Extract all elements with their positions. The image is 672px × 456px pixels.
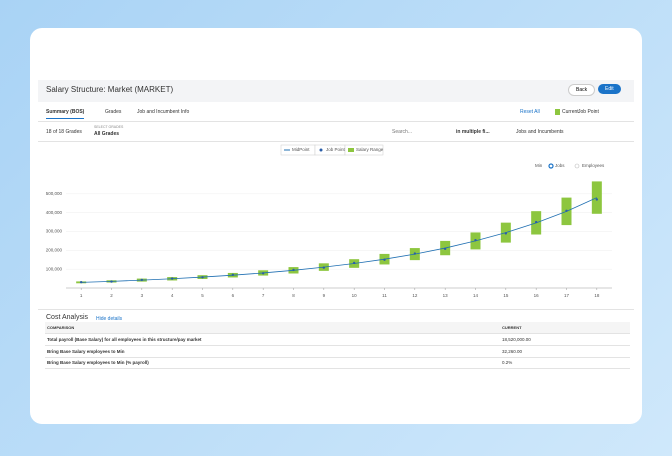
x-tick-label: 13 [443, 293, 449, 298]
cost-title: Cost Analysis [46, 314, 89, 321]
tab[interactable]: Job and Incumbent Info [137, 109, 190, 115]
legend-label: MidPoint [292, 147, 310, 152]
x-tick-label: 15 [503, 293, 509, 298]
toggle-label: Jobs [555, 163, 565, 168]
job-point [322, 266, 326, 269]
tab[interactable]: Grades [105, 109, 122, 115]
table-row: Total payroll (Base Salary) for all empl… [45, 334, 630, 346]
column-header: CURRENT [502, 325, 522, 330]
tab[interactable]: Summary (BOS) [46, 109, 85, 119]
grade-select[interactable]: All Grades [94, 131, 120, 137]
toggle-label: Min [535, 163, 543, 168]
job-point [140, 278, 144, 282]
x-tick-label: 11 [382, 293, 387, 298]
legend-swatch [348, 148, 354, 152]
toggle-radio [574, 163, 580, 169]
legend-label: Salary Range [356, 147, 384, 152]
x-tick-label: 8 [292, 293, 295, 298]
y-tick-label: 300,000 [46, 229, 63, 234]
column-header: COMPARISON [47, 325, 75, 330]
x-tick-label: 18 [594, 293, 600, 298]
x-tick-label: 7 [262, 293, 265, 298]
table-cell: Total payroll (Base Salary) for all empl… [47, 337, 202, 342]
y-tick-label: 200,000 [46, 248, 63, 253]
search-scope[interactable]: in multiple fi... [456, 129, 490, 135]
job-point [443, 247, 447, 251]
toggle-radio [548, 163, 554, 169]
job-point [595, 198, 599, 201]
table-row: Bring Base Salary employees to Min 32,260… [45, 346, 630, 358]
hide-details[interactable]: Hide details [96, 316, 123, 322]
job-point [231, 273, 235, 277]
table-cell: 0.2% [502, 360, 513, 365]
page-title: Salary Structure: Market (MARKET) [46, 85, 174, 94]
x-tick-label: 17 [564, 293, 570, 298]
job-point [565, 209, 568, 212]
table-cell: 32,260.00 [502, 348, 523, 354]
job-point [201, 276, 204, 279]
divider [38, 309, 634, 310]
x-tick-label: 9 [323, 293, 326, 298]
edit-button[interactable]: Edit [598, 84, 621, 94]
job-point [292, 268, 295, 272]
job-point [413, 252, 417, 255]
divider [38, 141, 634, 142]
table-cell: 18,520,000.00 [502, 337, 531, 342]
x-tick-label: 6 [232, 293, 235, 298]
table-cell: Bring Base Salary employees to Min (% pa… [47, 360, 149, 365]
legend-label: Job Point [326, 147, 346, 152]
job-point [474, 238, 477, 242]
x-tick-label: 16 [534, 293, 540, 298]
x-tick-label: 4 [171, 293, 174, 298]
job-point [352, 261, 356, 265]
y-tick-label: 100,000 [46, 266, 63, 271]
legend-job-point: Job Point [578, 109, 599, 115]
table-cell: Bring Base Salary employees to Min [47, 348, 125, 354]
x-tick-label: 10 [352, 293, 358, 298]
x-tick-label: 3 [141, 293, 144, 298]
toggle-label: Employees [582, 163, 605, 168]
midpoint-line [81, 197, 597, 283]
x-tick-label: 12 [412, 293, 418, 298]
table-row: Bring Base Salary employees to Min (% pa… [45, 357, 630, 369]
job-point [170, 277, 174, 280]
legend-current: Current [555, 109, 579, 115]
select-label: SELECT GRADES [94, 125, 124, 129]
job-point [110, 280, 113, 283]
x-tick-label: 2 [110, 293, 113, 298]
view-select[interactable]: Jobs and Incumbents [516, 129, 564, 135]
x-tick-label: 5 [201, 293, 204, 298]
y-tick-label: 400,000 [46, 210, 63, 215]
legend-swatch [319, 148, 323, 152]
x-tick-label: 1 [80, 293, 83, 298]
grade-count: 18 of 18 Grades [46, 129, 82, 135]
reset-link[interactable]: Reset All [520, 109, 540, 115]
search-input[interactable]: Search... [392, 129, 413, 135]
y-tick-label: 500,000 [46, 191, 63, 196]
header-band [38, 80, 634, 102]
table-header: COMPARISON CURRENT [45, 322, 630, 334]
job-point [261, 272, 265, 275]
divider [38, 121, 634, 122]
legend-box [344, 144, 384, 156]
job-point [79, 280, 83, 284]
job-point [504, 232, 508, 235]
back-button[interactable]: Back [568, 84, 596, 96]
job-point [383, 258, 386, 261]
x-tick-label: 14 [473, 293, 479, 298]
job-point [534, 220, 538, 224]
chart: MidPoint Job Point Salary Range Min Jobs Empl… [46, 144, 612, 298]
